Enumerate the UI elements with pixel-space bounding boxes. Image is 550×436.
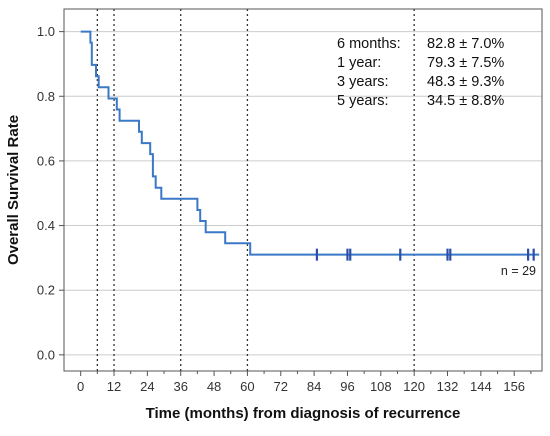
survival-estimates: 6 months: 82.8 ± 7.0% 1 year: 79.3 ± 7.5% 3 … — [337, 36, 504, 109]
reference-lines — [96, 9, 415, 371]
estimate-value: 79.3 ± 7.5% — [427, 55, 504, 71]
survival-curve — [80, 30, 540, 256]
y-axis: 0.0 0.2 0.4 0.6 0.8 1.0 — [37, 24, 64, 362]
y-tick-label: 0.8 — [37, 89, 55, 104]
y-axis-title: Overall Survival Rate — [5, 115, 22, 265]
x-tick-label: 48 — [207, 379, 221, 394]
y-tick-label: 0.2 — [37, 283, 55, 298]
sample-size-label: n = 29 — [501, 264, 536, 278]
estimate-label: 6 months: — [337, 36, 401, 52]
y-tick-label: 0.6 — [37, 153, 55, 168]
survival-curve-layer — [80, 30, 540, 261]
x-tick-label: 132 — [437, 379, 459, 394]
y-tick-label: 1.0 — [37, 24, 55, 39]
x-tick-label: 36 — [173, 379, 187, 394]
x-tick-label: 0 — [77, 379, 84, 394]
x-tick-label: 120 — [403, 379, 425, 394]
x-tick-label: 108 — [370, 379, 392, 394]
x-tick-label: 72 — [274, 379, 288, 394]
estimate-value: 82.8 ± 7.0% — [427, 36, 504, 52]
estimate-value: 34.5 ± 8.8% — [427, 93, 504, 109]
estimate-value: 48.3 ± 9.3% — [427, 74, 504, 90]
x-tick-label: 144 — [470, 379, 492, 394]
y-tick-label: 0.0 — [37, 347, 55, 362]
x-axis: 0 12 24 36 48 60 72 84 96 108 120 132 144 156 — [77, 371, 532, 394]
estimate-label: 5 years: — [337, 93, 389, 109]
x-tick-label: 12 — [107, 379, 121, 394]
x-tick-label: 24 — [140, 379, 154, 394]
x-tick-label: 60 — [240, 379, 254, 394]
x-tick-label: 156 — [503, 379, 525, 394]
x-tick-label: 96 — [340, 379, 354, 394]
plot-frame — [63, 8, 543, 372]
estimate-label: 1 year: — [337, 55, 381, 71]
y-tick-label: 0.4 — [37, 218, 55, 233]
grid-layer — [64, 31, 542, 356]
x-tick-label: 84 — [307, 379, 321, 394]
x-axis-title: Time (months) from diagnosis of recurren… — [146, 405, 461, 422]
estimate-label: 3 years: — [337, 74, 389, 90]
